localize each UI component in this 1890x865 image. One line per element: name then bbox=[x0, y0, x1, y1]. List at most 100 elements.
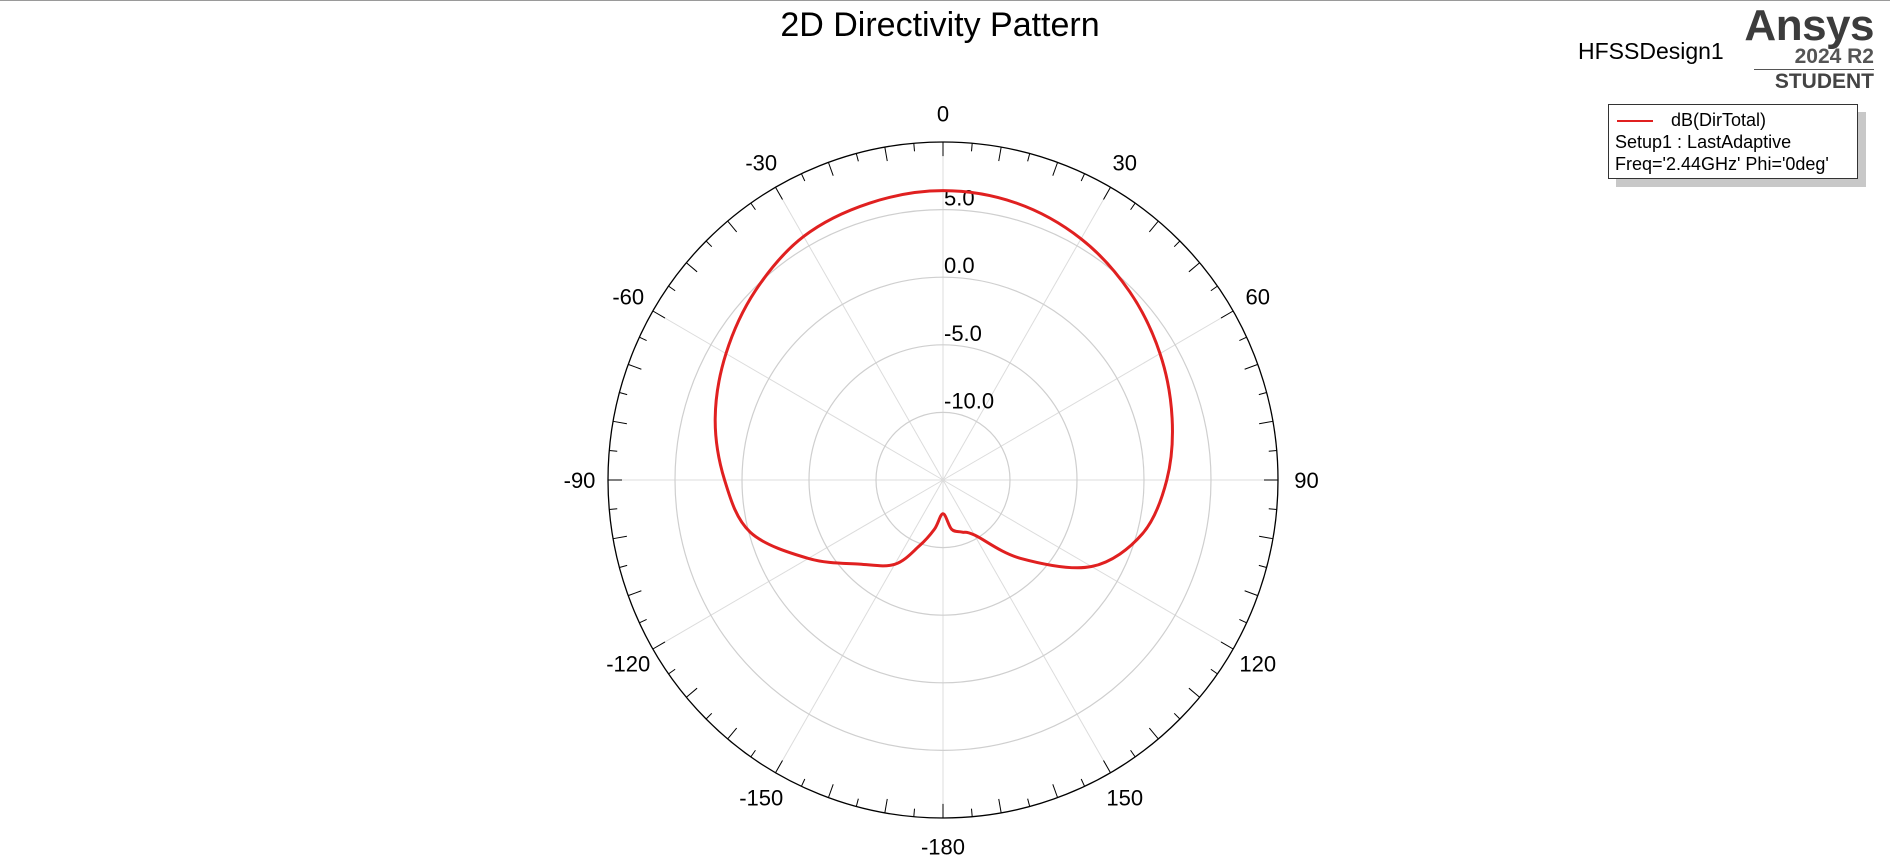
tick-mark bbox=[639, 336, 647, 342]
tick-mark bbox=[609, 508, 618, 510]
angle-tick-label: -60 bbox=[612, 285, 644, 310]
tick-mark bbox=[727, 220, 738, 233]
tick-mark bbox=[1244, 363, 1258, 370]
grid-ring bbox=[741, 276, 1145, 684]
brand-version: 2024 R2 bbox=[1754, 46, 1874, 70]
legend-setup: Setup1 : LastAdaptive bbox=[1615, 132, 1792, 152]
angle-tick-label: 90 bbox=[1294, 468, 1318, 493]
brand-name: Ansys bbox=[1744, 1, 1874, 50]
tick-mark bbox=[1130, 749, 1136, 758]
tick-mark bbox=[827, 784, 834, 798]
tick-mark bbox=[775, 187, 783, 200]
spoke-line bbox=[942, 479, 1234, 650]
tick-mark bbox=[1130, 202, 1136, 211]
tick-mark bbox=[686, 687, 698, 698]
tick-mark bbox=[1268, 450, 1277, 452]
tick-mark bbox=[1268, 508, 1277, 510]
tick-mark bbox=[1258, 392, 1267, 396]
spoke-line bbox=[652, 310, 944, 481]
angle-tick-label: -30 bbox=[745, 150, 777, 175]
tick-mark bbox=[1258, 564, 1267, 568]
tick-mark bbox=[652, 641, 666, 650]
tick-mark bbox=[1188, 687, 1200, 698]
tick-mark bbox=[1027, 798, 1031, 807]
tick-mark bbox=[1188, 262, 1200, 273]
design-name: HFSSDesign1 bbox=[1578, 38, 1724, 64]
tick-mark bbox=[971, 808, 973, 817]
tick-mark bbox=[1173, 240, 1181, 248]
tick-mark bbox=[686, 262, 698, 273]
tick-mark bbox=[855, 798, 859, 807]
tick-mark bbox=[1259, 535, 1273, 540]
chart-title: 2D Directivity Pattern bbox=[780, 6, 1100, 44]
tick-mark bbox=[913, 143, 915, 152]
tick-mark bbox=[855, 153, 859, 162]
tick-mark bbox=[800, 173, 806, 182]
legend: dB(DirTotal) Setup1 : LastAdaptive Freq=… bbox=[1608, 104, 1858, 179]
tick-mark bbox=[1027, 153, 1031, 162]
tick-mark bbox=[750, 202, 756, 211]
angle-tick-label: 30 bbox=[1112, 150, 1136, 175]
tick-mark bbox=[800, 778, 806, 787]
tick-mark bbox=[639, 618, 647, 624]
tick-mark bbox=[1080, 173, 1086, 182]
tick-mark bbox=[1103, 760, 1111, 773]
angle-tick-label: -120 bbox=[606, 651, 650, 676]
tick-mark bbox=[652, 310, 666, 319]
grid-ring bbox=[674, 209, 1212, 751]
tick-mark bbox=[1210, 285, 1218, 292]
top-border bbox=[0, 0, 1890, 1]
tick-mark bbox=[884, 798, 888, 813]
spoke-line bbox=[652, 479, 944, 650]
grid-ring bbox=[875, 411, 1011, 549]
tick-mark bbox=[727, 727, 738, 740]
brand-edition: STUDENT bbox=[1774, 70, 1874, 93]
ring-label: -10.0 bbox=[944, 388, 994, 413]
series-curve-dirtotal bbox=[713, 189, 1174, 570]
legend-sweep: Freq='2.44GHz' Phi='0deg' bbox=[1615, 154, 1829, 174]
spoke-line bbox=[942, 187, 1111, 481]
tick-mark bbox=[1220, 310, 1234, 319]
tick-mark bbox=[1173, 712, 1181, 720]
tick-mark bbox=[668, 285, 676, 292]
outer-tick-marks bbox=[608, 142, 1278, 818]
spoke-line bbox=[942, 310, 1234, 481]
tick-mark bbox=[628, 590, 642, 597]
tick-mark bbox=[705, 240, 713, 248]
angle-tick-label: -90 bbox=[564, 468, 596, 493]
tick-mark bbox=[1080, 778, 1086, 787]
tick-mark bbox=[998, 798, 1002, 813]
tick-mark bbox=[1220, 641, 1234, 650]
angle-tick-label: 0 bbox=[937, 101, 949, 126]
tick-mark bbox=[1052, 162, 1059, 176]
tick-mark bbox=[668, 668, 676, 675]
tick-mark bbox=[1052, 784, 1059, 798]
tick-mark bbox=[750, 749, 756, 758]
tick-mark bbox=[1239, 618, 1247, 624]
tick-mark bbox=[1244, 590, 1258, 597]
tick-mark bbox=[775, 760, 783, 773]
angle-tick-label: -180 bbox=[921, 835, 965, 860]
tick-mark bbox=[884, 147, 888, 162]
radial-ring-labels: -10.0-5.00.05.0 bbox=[944, 186, 994, 414]
tick-mark bbox=[1239, 336, 1247, 342]
tick-mark bbox=[613, 420, 627, 425]
tick-mark bbox=[1210, 668, 1218, 675]
tick-mark bbox=[619, 564, 628, 568]
angle-tick-label: 150 bbox=[1106, 786, 1143, 811]
legend-line-swatch bbox=[1617, 120, 1653, 122]
series-layer bbox=[713, 189, 1174, 570]
ring-label: 0.0 bbox=[944, 253, 975, 278]
tick-mark bbox=[971, 143, 973, 152]
tick-mark bbox=[1148, 727, 1159, 740]
tick-mark bbox=[609, 450, 618, 452]
tick-mark bbox=[913, 808, 915, 817]
tick-mark bbox=[628, 363, 642, 370]
tick-mark bbox=[827, 162, 834, 176]
ring-label: -5.0 bbox=[944, 321, 982, 346]
spoke-line bbox=[775, 187, 944, 481]
angle-tick-labels: 0 30 60 90 120 150 -180 -150 -120 -90 -60 -30 bbox=[564, 101, 1319, 859]
grid-ring bbox=[808, 344, 1078, 616]
angle-tick-label: 120 bbox=[1239, 651, 1276, 676]
